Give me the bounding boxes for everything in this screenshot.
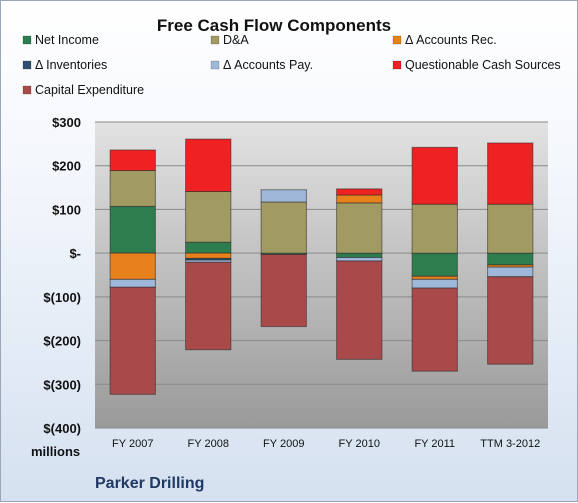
legend-entry: Questionable Cash Sources <box>405 58 561 72</box>
x-tick-label: FY 2010 <box>339 438 380 450</box>
bar-segment <box>411 278 458 289</box>
bar-segment <box>336 260 383 360</box>
legend-swatch <box>22 35 32 45</box>
legend-swatch <box>210 60 220 70</box>
bar-segment <box>487 276 534 365</box>
bar-segment <box>487 266 534 278</box>
legend-swatch <box>392 35 402 45</box>
legend-entry: D&A <box>223 33 249 47</box>
chart-legend: Net Income D&A Δ Accounts Rec. Δ Inventorie… <box>22 33 561 97</box>
bar-segment <box>185 261 232 351</box>
bar-segment <box>411 146 458 205</box>
y-tick-label: $(200) <box>43 334 81 349</box>
x-tick-label: FY 2007 <box>112 438 153 450</box>
legend-entry: Δ Inventories <box>35 58 107 72</box>
bars-group <box>109 138 534 395</box>
x-tick-label: FY 2008 <box>188 438 229 450</box>
bar-segment <box>336 252 383 259</box>
bar-segment <box>260 201 307 254</box>
bar-segment <box>336 257 383 262</box>
x-tick-label: FY 2009 <box>263 438 304 450</box>
grid-lines <box>95 121 548 429</box>
chart-title: Free Cash Flow Components <box>157 16 391 35</box>
bar-segment <box>185 252 232 259</box>
legend-entry: Capital Expenditure <box>35 83 144 97</box>
footer-label: Parker Drilling <box>95 475 204 492</box>
x-axis: FY 2007 FY 2008 FY 2009 FY 2010 FY 2011 TTM 3… <box>112 438 540 450</box>
bar-segment <box>109 149 156 172</box>
bar-segment <box>260 189 307 203</box>
bar-segment <box>185 138 232 193</box>
bar-segment <box>109 170 156 207</box>
y-tick-label: $200 <box>52 159 81 174</box>
plot-area <box>95 122 548 428</box>
legend-entry: Δ Accounts Pay. <box>223 58 313 72</box>
y-axis: $300 $200 $100 $- $(100) $(200) $(300) $(400) <box>43 115 81 436</box>
legend-swatch <box>22 85 32 95</box>
bar-segment <box>185 241 232 254</box>
x-tick-label: TTM 3-2012 <box>480 438 540 450</box>
bar-segment <box>109 286 156 395</box>
bar-segment <box>109 252 156 280</box>
bar-segment <box>109 205 156 254</box>
legend-entry: Δ Accounts Rec. <box>405 33 497 47</box>
bar-segment <box>411 287 458 372</box>
y-tick-label: $300 <box>52 115 81 130</box>
bar-segment <box>109 278 156 288</box>
legend-swatch <box>210 35 220 45</box>
bar-segment <box>260 253 307 328</box>
unit-label: millions <box>31 444 80 459</box>
y-tick-label: $- <box>69 246 81 261</box>
y-tick-label: $(100) <box>43 290 81 305</box>
bar-segment <box>487 142 534 205</box>
bar-segment <box>336 194 383 204</box>
bar-segment <box>487 203 534 254</box>
bar-segment <box>411 203 458 254</box>
bar-segment <box>336 202 383 254</box>
legend-swatch <box>22 60 32 70</box>
bar-segment <box>185 191 232 243</box>
legend-swatch <box>392 60 402 70</box>
y-tick-label: $100 <box>52 202 81 217</box>
bar-segment <box>487 252 534 266</box>
legend-entry: Net Income <box>35 33 99 47</box>
x-tick-label: FY 2011 <box>414 438 455 450</box>
y-tick-label: $(400) <box>43 421 81 436</box>
bar-segment <box>336 188 383 196</box>
bar-segment <box>411 252 458 277</box>
y-tick-label: $(300) <box>43 377 81 392</box>
